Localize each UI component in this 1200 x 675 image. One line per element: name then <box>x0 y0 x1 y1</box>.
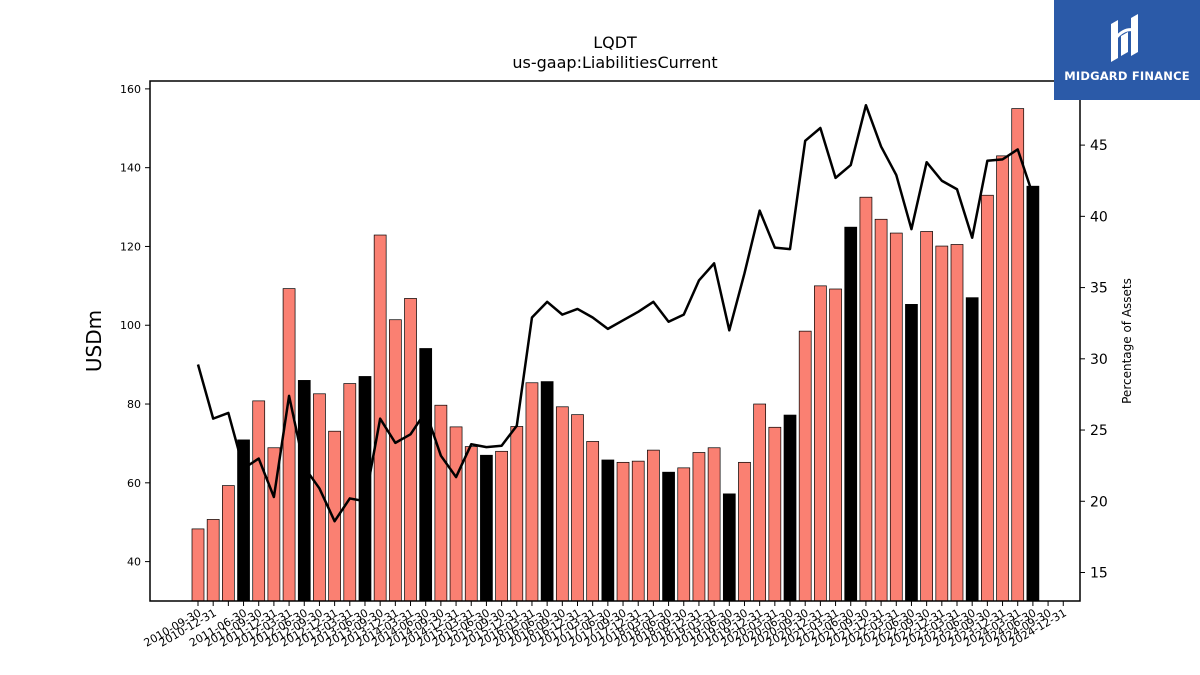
y2-axis-label: Percentage of Assets <box>1120 278 1134 404</box>
bar-2020-09-30 <box>798 330 812 602</box>
bar-2014-06-30 <box>419 348 433 602</box>
bar-2020-06-30 <box>783 414 797 602</box>
y-axis-label: USDm <box>82 310 106 372</box>
bar-2023-03-31 <box>950 244 964 602</box>
bar-2015-03-31 <box>464 446 478 602</box>
bar-2014-09-30 <box>434 404 448 602</box>
bar-2022-12-31 <box>935 245 949 602</box>
bar-2014-12-31 <box>449 426 463 602</box>
bar-2021-03-31 <box>829 288 842 602</box>
bar-2018-09-30 <box>677 467 691 602</box>
bar-2017-03-31 <box>586 441 600 602</box>
bar-2022-03-31 <box>889 232 903 602</box>
plot-frame <box>149 80 1081 602</box>
bar-2020-03-31 <box>768 426 782 602</box>
bar-2010-12-31 <box>206 519 220 602</box>
y-tick-label: 100 <box>120 319 141 332</box>
bar-2015-06-30 <box>480 454 493 602</box>
y-tick-label: 140 <box>120 162 141 175</box>
bar-2010-09-30 <box>191 528 205 602</box>
bar-2012-06-30 <box>297 380 311 602</box>
series-line-percentage-of-assets <box>196 103 1035 523</box>
y2-tick-label: 40 <box>1090 209 1108 225</box>
bar-2013-06-30 <box>358 376 372 602</box>
y2-tick-label: 15 <box>1090 566 1108 582</box>
bar-2016-03-31 <box>525 382 539 602</box>
bar-2022-09-30 <box>920 231 933 602</box>
bar-2022-06-30 <box>905 304 918 602</box>
y-tick-label: 160 <box>120 83 141 96</box>
bar-2015-09-30 <box>495 450 508 602</box>
bar-2011-03-31 <box>222 485 235 602</box>
bar-2024-03-31 <box>1011 108 1025 602</box>
bar-2017-06-30 <box>601 459 615 602</box>
bar-2016-06-30 <box>540 381 554 602</box>
y-tick-label: 80 <box>127 398 141 411</box>
bar-2021-06-30 <box>844 226 858 602</box>
chart-title: LQDT <box>593 33 637 52</box>
bar-2019-06-30 <box>722 493 736 602</box>
bar-2019-09-30 <box>738 461 751 602</box>
bar-2021-12-31 <box>874 218 888 602</box>
bar-2014-03-31 <box>404 298 417 602</box>
bar-2016-12-31 <box>571 414 584 602</box>
bar-2011-09-30 <box>252 400 266 602</box>
bar-2019-12-31 <box>753 403 767 602</box>
logo-text: MIDGARD FINANCE <box>1064 69 1190 83</box>
bar-2023-12-31 <box>996 155 1009 602</box>
bar-2016-09-30 <box>555 406 569 602</box>
y2-tick-label: 45 <box>1090 138 1108 154</box>
bar-2018-06-30 <box>662 471 675 602</box>
y2-tick-label: 30 <box>1090 352 1108 368</box>
bar-2013-12-31 <box>388 319 402 602</box>
bar-2017-09-30 <box>616 461 630 602</box>
bar-2015-12-31 <box>510 426 524 602</box>
logo-badge: MIDGARD FINANCE <box>1054 0 1200 100</box>
bar-2019-03-31 <box>707 447 721 602</box>
bar-2018-12-31 <box>692 452 706 602</box>
bar-2023-06-30 <box>965 297 979 602</box>
y-tick-label: 40 <box>127 556 141 569</box>
bar-2023-09-30 <box>981 194 994 602</box>
y2-tick-label: 25 <box>1090 423 1108 439</box>
bar-2012-03-31 <box>282 288 296 602</box>
bar-2017-12-31 <box>631 460 645 602</box>
bar-2020-12-31 <box>814 285 827 602</box>
bar-2018-03-31 <box>647 449 660 602</box>
y-tick-label: 120 <box>120 240 141 253</box>
y-tick-label: 60 <box>127 477 141 490</box>
chart-subtitle: us-gaap:LiabilitiesCurrent <box>512 53 717 72</box>
bar-2013-03-31 <box>343 383 357 602</box>
bar-2021-09-30 <box>859 196 873 602</box>
y2-tick-label: 20 <box>1090 494 1108 510</box>
bar-2024-06-30 <box>1026 185 1040 602</box>
y2-tick-label: 35 <box>1090 281 1108 297</box>
midgard-logo-icon <box>1111 14 1138 62</box>
